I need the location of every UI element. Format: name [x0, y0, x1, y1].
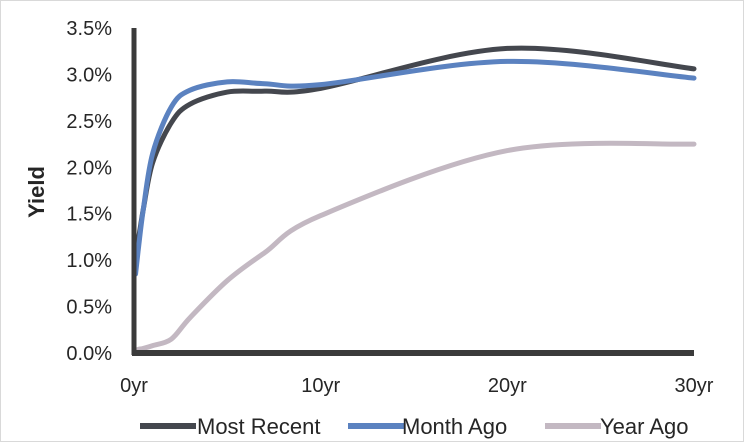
y-tick-label: 1.0% [66, 250, 112, 272]
legend-label: Most Recent [197, 414, 321, 439]
x-tick-label: 30yr [675, 375, 714, 397]
y-tick-label: 3.5% [66, 18, 112, 40]
y-tick-label: 2.0% [66, 157, 112, 179]
x-tick-label: 10yr [301, 375, 340, 397]
series-line-month-ago [133, 58, 697, 277]
plot-lines [133, 45, 697, 353]
legend-label: Month Ago [402, 414, 507, 439]
y-tick-label: 0.5% [66, 297, 112, 319]
axes [131, 28, 694, 356]
legend-item-year-ago: Year Ago [545, 414, 689, 439]
y-tick-label: 1.5% [66, 204, 112, 226]
x-tick-label: 20yr [488, 375, 527, 397]
legend-item-month-ago: Month Ago [348, 414, 507, 439]
y-tick-label: 0.0% [66, 343, 112, 365]
x-tick-label: 0yr [120, 375, 148, 397]
legend-label: Year Ago [600, 414, 689, 439]
y-tick-label: 2.5% [66, 111, 112, 133]
series-line-year-ago [133, 140, 697, 353]
tick-labels: 0.0% 0.5% 1.0% 1.5% 2.0% 2.5% 3.0% 3.5% 0yr 10yr 2… [66, 18, 713, 397]
y-tick-label: 3.0% [66, 64, 112, 86]
legend: Most Recent Month Ago Year Ago [140, 414, 689, 439]
legend-item-most-recent: Most Recent [140, 414, 321, 439]
y-axis-label: Yield [24, 166, 49, 218]
